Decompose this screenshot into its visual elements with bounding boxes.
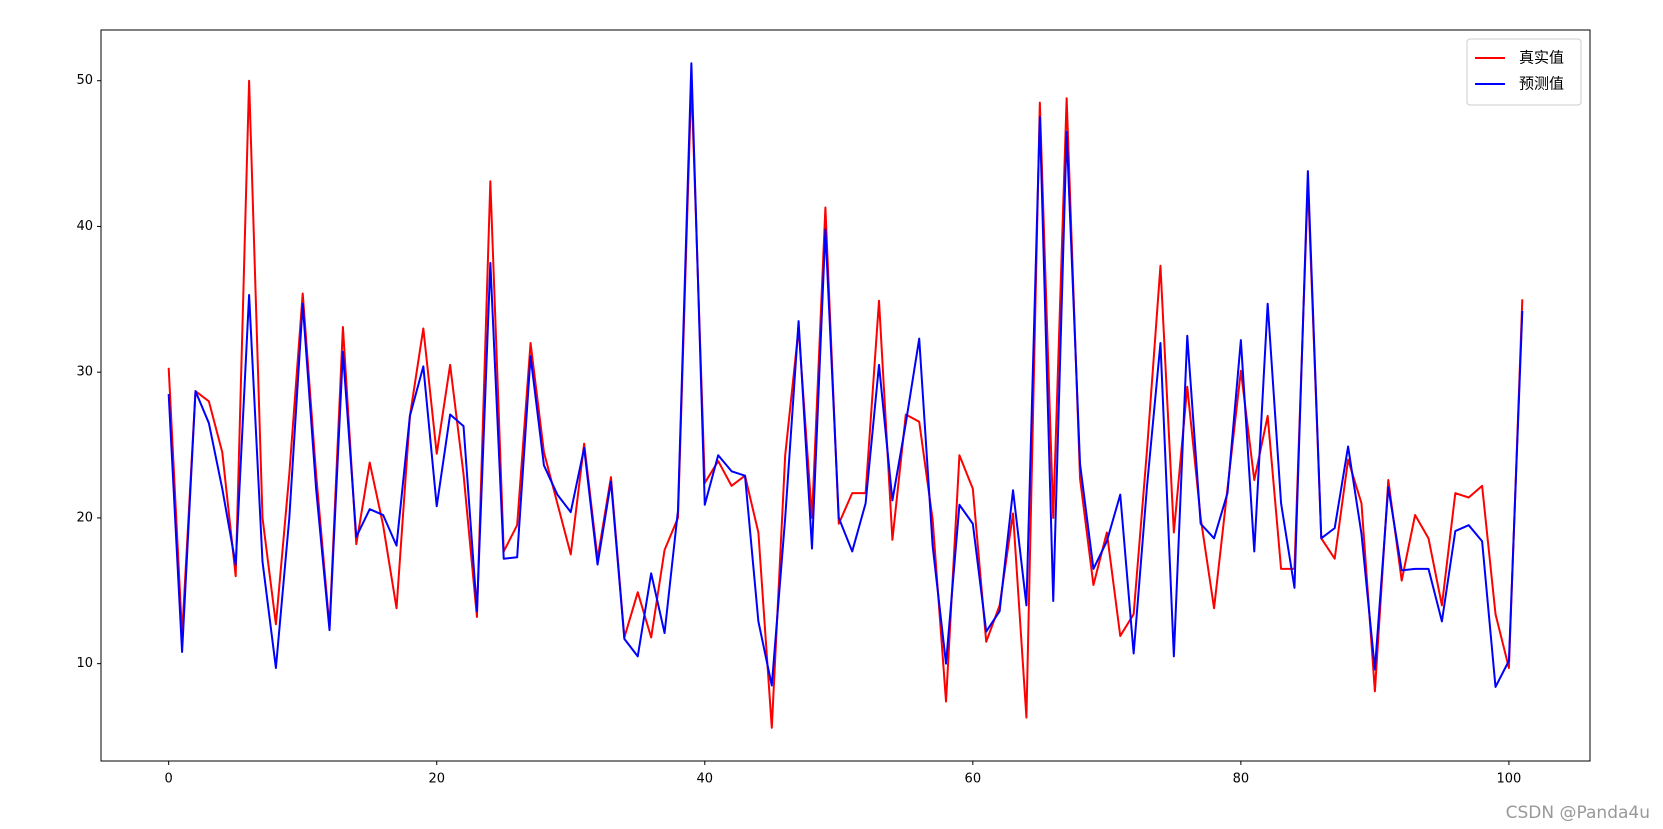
plot-frame	[100, 29, 1591, 762]
data-line	[167, 62, 1524, 688]
x-tick-label: 20	[428, 772, 445, 787]
data-line	[167, 79, 1524, 729]
x-tick-label: 100	[1497, 772, 1522, 787]
legend-label: 真实值	[1519, 49, 1564, 67]
watermark: CSDN @Panda4u	[1506, 803, 1650, 823]
y-tick-label: 50	[76, 73, 93, 88]
legend-box	[1466, 38, 1582, 106]
legend-label: 预测值	[1519, 75, 1564, 93]
x-tick-label: 80	[1233, 772, 1250, 787]
x-tick-label: 0	[165, 772, 173, 787]
y-tick-label: 30	[76, 365, 93, 380]
y-tick-label: 40	[76, 219, 93, 234]
y-tick-label: 20	[76, 510, 93, 525]
x-tick-label: 40	[697, 772, 714, 787]
x-tick-label: 60	[965, 772, 982, 787]
y-tick-label: 10	[76, 656, 93, 671]
